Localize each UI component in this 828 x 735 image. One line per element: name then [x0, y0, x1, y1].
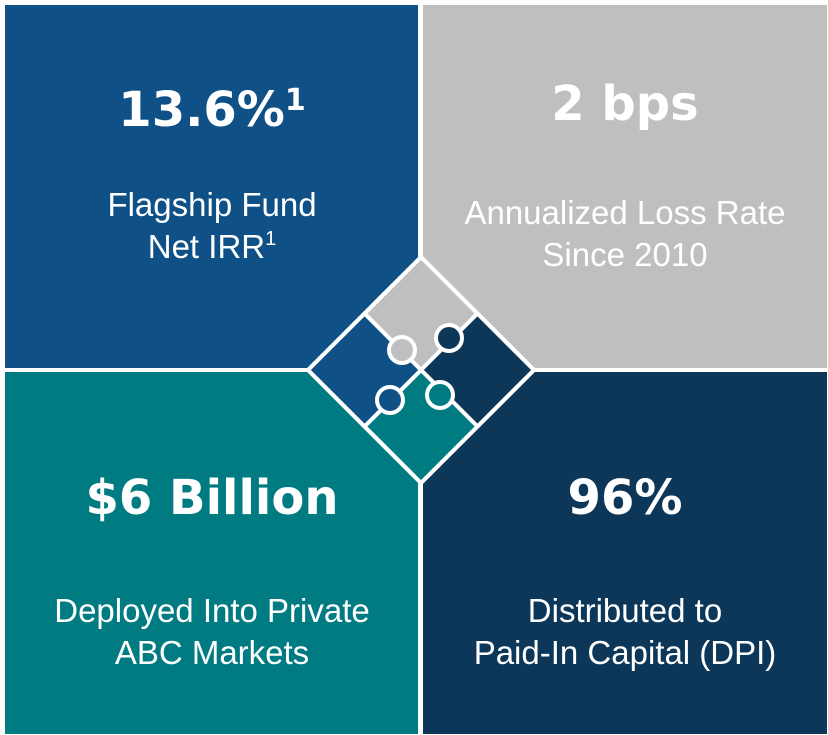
- description-line: Flagship Fund: [107, 186, 316, 223]
- description-text: Since 2010: [542, 236, 707, 273]
- description-text: Distributed to: [528, 592, 722, 629]
- description-text: Paid-In Capital (DPI): [474, 634, 777, 671]
- headline-text: 2 bps: [551, 76, 698, 132]
- description-text: Annualized Loss Rate: [464, 194, 785, 231]
- description-line: Deployed Into Private: [54, 592, 370, 629]
- superscript: 1: [265, 228, 276, 250]
- superscript: 1: [285, 83, 306, 118]
- headline: 13.6%1: [118, 82, 305, 138]
- headline-text: 13.6%: [118, 82, 285, 138]
- headline-text: 96%: [568, 470, 683, 526]
- tile-bg: [5, 372, 418, 734]
- description-line: Paid-In Capital (DPI): [474, 634, 777, 671]
- description-text: Flagship Fund: [107, 186, 316, 223]
- headline: 2 bps: [551, 76, 698, 132]
- puzzle-knob: [375, 385, 405, 415]
- headline: 96%: [568, 470, 683, 526]
- description-line: ABC Markets: [115, 634, 309, 671]
- tile-bg: [423, 372, 827, 734]
- description-line: Annualized Loss Rate: [464, 194, 785, 231]
- description-text: Deployed Into Private: [54, 592, 370, 629]
- description-text: Net IRR: [148, 228, 265, 265]
- puzzle-knob: [434, 323, 464, 353]
- tile-bg: [423, 5, 827, 368]
- description-line: Since 2010: [542, 236, 707, 273]
- puzzle: [306, 255, 536, 485]
- description-text: ABC Markets: [115, 634, 309, 671]
- description-line: Net IRR1: [148, 228, 276, 265]
- headline-text: $6 Billion: [85, 470, 338, 526]
- puzzle-knob: [387, 335, 417, 365]
- puzzle-outline: [306, 255, 536, 485]
- tile-bg: [5, 5, 418, 368]
- puzzle-knob: [425, 380, 455, 410]
- description-line: Distributed to: [528, 592, 722, 629]
- headline: $6 Billion: [85, 470, 338, 526]
